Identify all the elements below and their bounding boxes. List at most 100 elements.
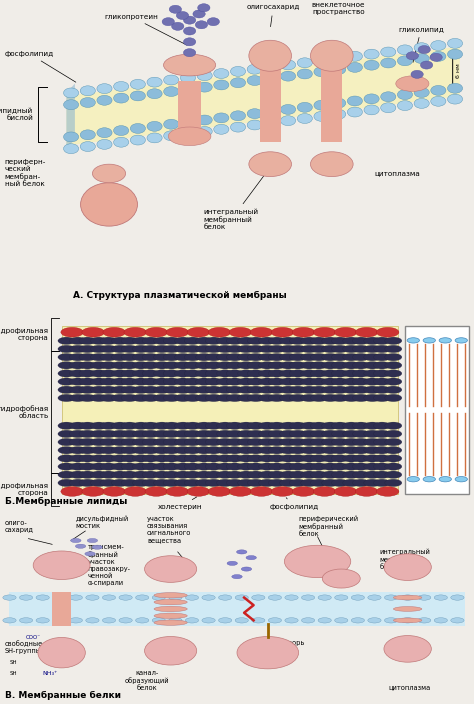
Circle shape <box>434 617 447 623</box>
Circle shape <box>407 338 419 343</box>
Ellipse shape <box>284 546 351 577</box>
Ellipse shape <box>310 152 353 177</box>
Circle shape <box>154 479 171 486</box>
Circle shape <box>330 65 346 75</box>
Circle shape <box>69 617 82 623</box>
Circle shape <box>91 422 108 429</box>
Circle shape <box>91 353 108 360</box>
Ellipse shape <box>384 554 431 580</box>
Circle shape <box>195 422 212 429</box>
Text: липидный якорь: липидный якорь <box>246 640 305 646</box>
Text: интегральный
мембранный
белок: интегральный мембранный белок <box>379 548 430 570</box>
Circle shape <box>418 617 431 623</box>
Circle shape <box>268 362 285 369</box>
Circle shape <box>385 455 402 462</box>
Circle shape <box>235 617 248 623</box>
Circle shape <box>142 337 159 344</box>
Circle shape <box>331 471 348 479</box>
Circle shape <box>226 386 243 394</box>
Ellipse shape <box>154 613 187 618</box>
Circle shape <box>166 486 189 496</box>
Circle shape <box>147 133 162 143</box>
Circle shape <box>154 386 171 394</box>
Circle shape <box>87 539 98 543</box>
Circle shape <box>310 446 328 454</box>
Circle shape <box>198 4 210 12</box>
Text: фосфолипид: фосфолипид <box>5 51 76 82</box>
Circle shape <box>331 463 348 470</box>
Circle shape <box>351 617 365 623</box>
Circle shape <box>97 84 112 94</box>
Circle shape <box>183 16 196 24</box>
Circle shape <box>100 471 117 479</box>
Circle shape <box>207 18 219 26</box>
Circle shape <box>164 131 179 141</box>
Circle shape <box>301 362 318 369</box>
Circle shape <box>163 471 180 479</box>
Circle shape <box>174 353 191 360</box>
Circle shape <box>217 422 234 429</box>
Circle shape <box>64 144 79 153</box>
Circle shape <box>195 345 212 353</box>
Circle shape <box>79 455 96 462</box>
Circle shape <box>247 463 264 470</box>
Circle shape <box>132 345 149 353</box>
Ellipse shape <box>322 569 360 588</box>
Circle shape <box>451 595 464 601</box>
Circle shape <box>58 430 75 438</box>
Circle shape <box>352 479 369 486</box>
Circle shape <box>352 455 369 462</box>
Circle shape <box>111 394 128 401</box>
Circle shape <box>53 617 66 623</box>
Circle shape <box>322 394 339 401</box>
Circle shape <box>195 479 212 486</box>
Circle shape <box>154 337 171 344</box>
Bar <box>9 592 465 626</box>
Circle shape <box>214 125 229 134</box>
Circle shape <box>69 370 86 377</box>
Circle shape <box>184 386 201 394</box>
Circle shape <box>142 422 159 429</box>
Circle shape <box>343 394 360 401</box>
Circle shape <box>364 49 379 59</box>
Circle shape <box>82 327 104 337</box>
Text: дисульфидный
мостик: дисульфидный мостик <box>76 516 129 529</box>
Circle shape <box>343 463 360 470</box>
Circle shape <box>152 595 165 601</box>
Circle shape <box>364 422 381 429</box>
Circle shape <box>374 479 391 486</box>
Circle shape <box>174 337 191 344</box>
Circle shape <box>310 345 328 353</box>
Circle shape <box>79 439 96 446</box>
Circle shape <box>58 362 75 369</box>
Ellipse shape <box>145 555 197 582</box>
Circle shape <box>289 479 306 486</box>
Ellipse shape <box>237 636 299 669</box>
Circle shape <box>364 345 381 353</box>
Circle shape <box>184 439 201 446</box>
Circle shape <box>124 486 146 496</box>
Circle shape <box>181 73 196 83</box>
Ellipse shape <box>249 152 292 177</box>
Circle shape <box>121 337 138 344</box>
Circle shape <box>352 337 369 344</box>
Circle shape <box>237 463 255 470</box>
Circle shape <box>431 41 446 51</box>
Circle shape <box>397 56 412 65</box>
Circle shape <box>226 471 243 479</box>
Text: олигосахарид: олигосахарид <box>246 4 300 27</box>
Circle shape <box>184 337 201 344</box>
Ellipse shape <box>154 606 187 612</box>
Circle shape <box>247 455 264 462</box>
Circle shape <box>310 386 328 394</box>
Circle shape <box>100 362 117 369</box>
Circle shape <box>64 88 79 98</box>
Circle shape <box>184 370 201 377</box>
Circle shape <box>335 595 348 601</box>
Ellipse shape <box>33 551 90 579</box>
Circle shape <box>374 386 391 394</box>
Circle shape <box>172 23 184 30</box>
Circle shape <box>3 595 16 601</box>
Circle shape <box>343 362 360 369</box>
Circle shape <box>352 386 369 394</box>
